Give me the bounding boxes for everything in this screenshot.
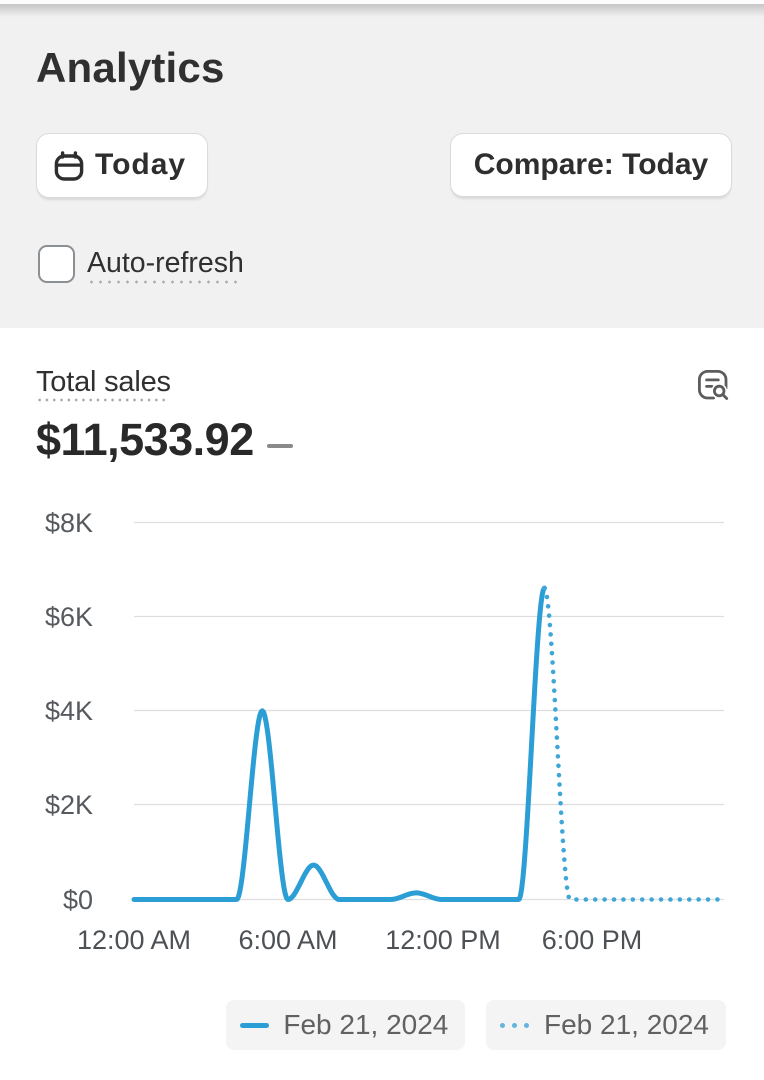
- svg-text:$0: $0: [63, 885, 93, 915]
- svg-text:12:00 PM: 12:00 PM: [385, 925, 501, 955]
- svg-text:6:00 AM: 6:00 AM: [238, 925, 337, 955]
- svg-text:$8K: $8K: [45, 508, 93, 538]
- svg-text:$6K: $6K: [45, 602, 93, 632]
- svg-text:12:00 AM: 12:00 AM: [77, 925, 191, 955]
- svg-text:6:00 PM: 6:00 PM: [542, 925, 643, 955]
- svg-text:$4K: $4K: [45, 696, 93, 726]
- svg-text:$2K: $2K: [45, 790, 93, 820]
